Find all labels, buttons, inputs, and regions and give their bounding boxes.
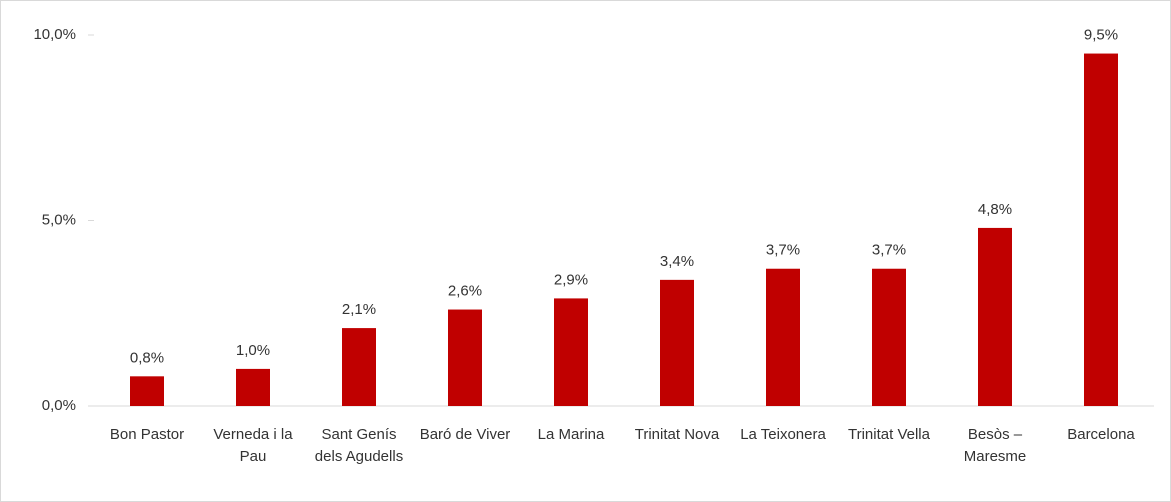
data-label: 0,8% — [130, 349, 164, 366]
data-label: 3,4% — [660, 253, 694, 270]
bar — [554, 298, 588, 406]
data-label: 4,8% — [978, 201, 1012, 218]
bar — [1084, 53, 1118, 407]
data-label: 2,1% — [342, 301, 376, 318]
bar — [236, 368, 270, 406]
x-tick-label: La Marina — [537, 426, 605, 443]
bar — [766, 268, 800, 406]
y-tick-label: 5,0% — [42, 211, 76, 228]
x-tick-label: Verneda i la Pau — [213, 426, 293, 465]
y-tick-label: 0,0% — [42, 397, 76, 414]
data-label: 3,7% — [872, 242, 906, 259]
x-tick-label: Trinitat Nova — [634, 426, 720, 443]
bar — [872, 268, 906, 406]
x-tick-label: Trinitat Vella — [848, 426, 930, 443]
data-label: 2,6% — [448, 283, 482, 300]
x-tick-label: Sant Genís dels Agudells — [314, 426, 404, 465]
bar — [130, 376, 164, 406]
x-tick-label: Besòs – Maresme — [963, 426, 1027, 465]
x-tick-label: Barcelona — [1067, 426, 1135, 443]
bar — [978, 227, 1012, 406]
y-tick-label: 10,0% — [33, 26, 76, 43]
bar — [660, 279, 694, 406]
data-label: 3,7% — [766, 242, 800, 259]
bar — [448, 309, 482, 406]
data-label: 2,9% — [554, 271, 588, 288]
data-label: 9,5% — [1084, 27, 1118, 44]
data-label: 1,0% — [236, 342, 270, 359]
x-tick-label: Bon Pastor — [109, 426, 185, 443]
x-tick-label: La Teixonera — [740, 426, 826, 443]
bar — [342, 328, 376, 406]
x-tick-label: Baró de Viver — [419, 426, 511, 443]
